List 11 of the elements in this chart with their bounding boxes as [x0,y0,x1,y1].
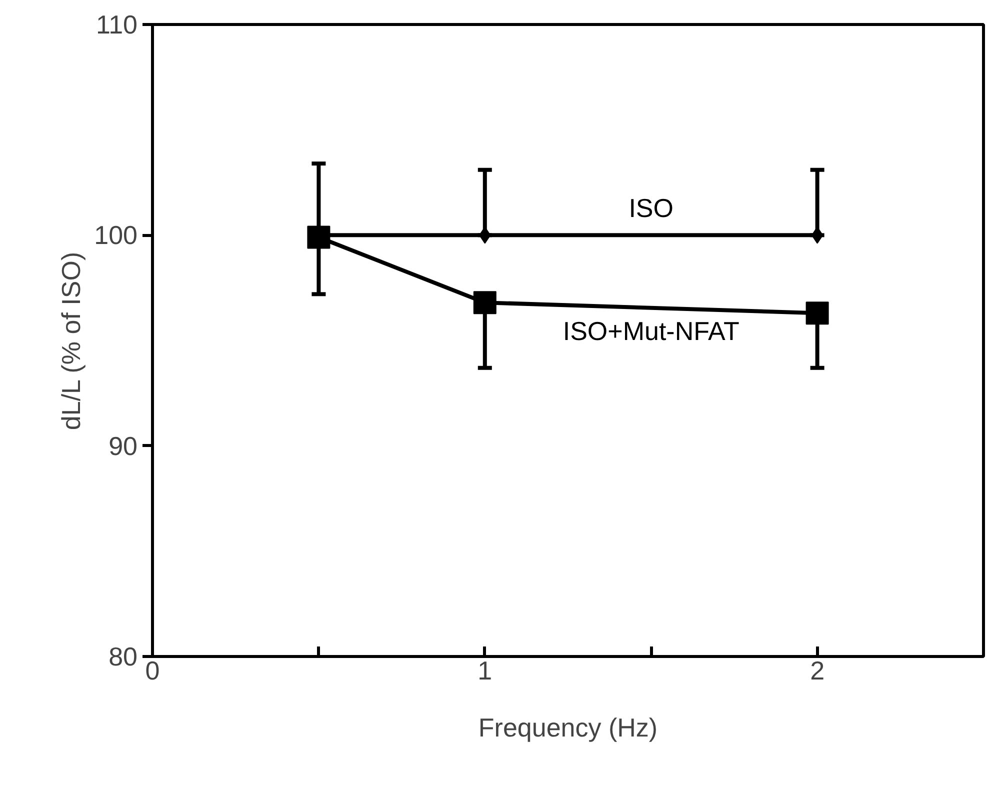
y-axis-title: dL/L (% of ISO) [56,252,86,430]
x-tick-label: 1 [478,656,492,686]
series-label: ISO+Mut-NFAT [562,316,740,346]
x-axis-title: Frequency (Hz) [478,712,658,742]
series-label: ISO [628,193,674,224]
y-tick-label: 80 [108,642,138,672]
y-tick-label: 110 [96,10,138,40]
x-tick-label: 2 [810,656,825,686]
y-tick-label: 90 [108,430,138,461]
x-tick-label: 0 [145,656,160,686]
y-tick-label: 100 [94,220,138,250]
